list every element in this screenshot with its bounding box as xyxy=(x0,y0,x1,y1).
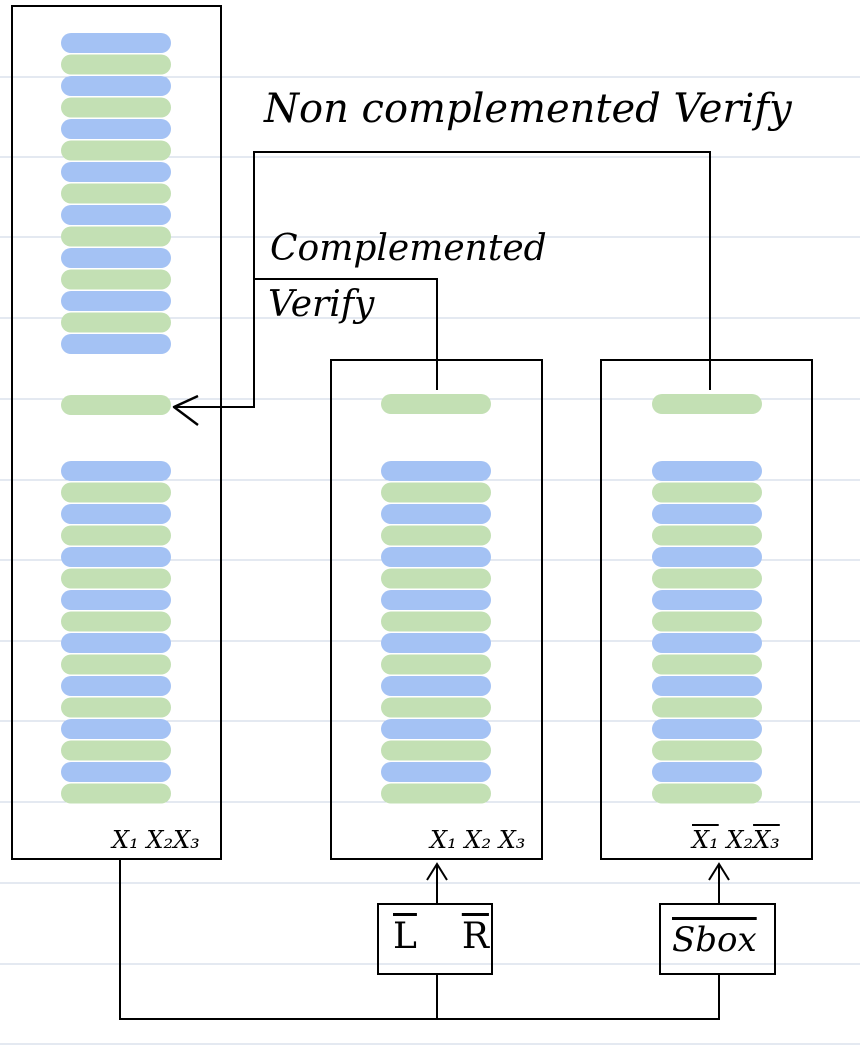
green-row xyxy=(381,697,491,718)
right-column-frame xyxy=(600,359,813,860)
green-row xyxy=(652,525,762,546)
green-row xyxy=(381,654,491,675)
blue-row xyxy=(652,676,762,696)
blue-row xyxy=(61,162,171,182)
blue-row xyxy=(61,504,171,524)
lr-box-label: L R xyxy=(393,916,489,957)
sbox-text: Sbox xyxy=(672,920,757,960)
green-row xyxy=(61,97,171,118)
green-row xyxy=(61,269,171,290)
lr-box xyxy=(377,903,493,975)
green-row xyxy=(61,226,171,247)
left-x3: X₃ xyxy=(173,826,200,854)
right-column-vars: X₁ X₂X₃ xyxy=(692,826,780,854)
blue-row xyxy=(61,461,171,481)
blue-row xyxy=(381,719,491,739)
blue-row xyxy=(652,547,762,567)
middle-x1: X₁ xyxy=(430,826,457,854)
lr-arrowhead xyxy=(426,862,448,881)
blue-row xyxy=(381,762,491,782)
lr-r: R xyxy=(461,916,489,957)
green-row xyxy=(61,482,171,503)
blue-row xyxy=(381,547,491,567)
complemented-label: Complemented xyxy=(270,228,547,269)
green-row xyxy=(61,654,171,675)
blue-row xyxy=(652,504,762,524)
blue-row xyxy=(652,719,762,739)
blue-row xyxy=(61,547,171,567)
green-row xyxy=(652,482,762,503)
blue-row xyxy=(381,633,491,653)
left-column-frame xyxy=(11,5,222,860)
left-x2: X₂ xyxy=(146,826,174,854)
blue-row xyxy=(61,590,171,610)
right-x1: X₁ xyxy=(692,826,719,854)
blue-row xyxy=(381,461,491,481)
green-row xyxy=(61,183,171,204)
green-row xyxy=(61,54,171,75)
green-row xyxy=(381,525,491,546)
green-row xyxy=(61,525,171,546)
green-row xyxy=(61,568,171,589)
verify-source-row xyxy=(652,394,762,414)
blue-row xyxy=(381,590,491,610)
blue-row xyxy=(381,676,491,696)
green-row xyxy=(381,611,491,632)
verify-source-row xyxy=(381,394,491,414)
blue-row xyxy=(61,633,171,653)
middle-x3: X₃ xyxy=(498,826,526,854)
blue-row xyxy=(61,205,171,225)
blue-row xyxy=(61,334,171,354)
green-row xyxy=(61,697,171,718)
sbox-arrowhead xyxy=(708,862,730,881)
green-row xyxy=(652,611,762,632)
non-complemented-verify-label: Non complemented Verify xyxy=(264,86,792,132)
bottom-bus-wire xyxy=(119,860,720,1020)
blue-row xyxy=(61,33,171,53)
middle-column-vars: X₁ X₂ X₃ xyxy=(430,826,525,854)
blue-row xyxy=(652,461,762,481)
right-x3: X₃ xyxy=(753,826,780,854)
complemented-verify-label: Verify xyxy=(268,284,375,325)
blue-row xyxy=(381,504,491,524)
green-row xyxy=(381,482,491,503)
green-row xyxy=(652,697,762,718)
middle-x2: X₂ xyxy=(464,826,492,854)
verify-arrowhead xyxy=(172,394,199,426)
green-row xyxy=(61,611,171,632)
green-row xyxy=(381,740,491,761)
blue-row xyxy=(61,291,171,311)
green-row xyxy=(652,740,762,761)
right-x2: X₂ xyxy=(726,826,754,854)
green-row xyxy=(652,654,762,675)
blue-row xyxy=(652,590,762,610)
green-row xyxy=(652,783,762,804)
blue-row xyxy=(61,119,171,139)
complemented-verify-wire xyxy=(254,278,438,390)
green-row xyxy=(61,312,171,333)
non-complemented-verify-wire xyxy=(176,151,711,408)
green-row xyxy=(381,783,491,804)
left-column-vars: X₁ X₂X₃ xyxy=(112,826,200,854)
blue-row xyxy=(61,248,171,268)
row-stripes xyxy=(61,33,762,804)
green-row xyxy=(61,783,171,804)
green-row xyxy=(61,740,171,761)
green-row xyxy=(61,140,171,161)
left-x1: X₁ xyxy=(112,826,139,854)
lr-l: L xyxy=(393,916,417,957)
sbox-box-label: Sbox xyxy=(672,920,757,960)
blue-row xyxy=(652,762,762,782)
blue-row xyxy=(61,676,171,696)
blue-row xyxy=(61,76,171,96)
sbox-box xyxy=(659,903,776,975)
green-row xyxy=(381,568,491,589)
blue-row xyxy=(61,762,171,782)
left-verify-target-row xyxy=(61,395,171,415)
blue-row xyxy=(61,719,171,739)
blue-row xyxy=(652,633,762,653)
green-row xyxy=(652,568,762,589)
